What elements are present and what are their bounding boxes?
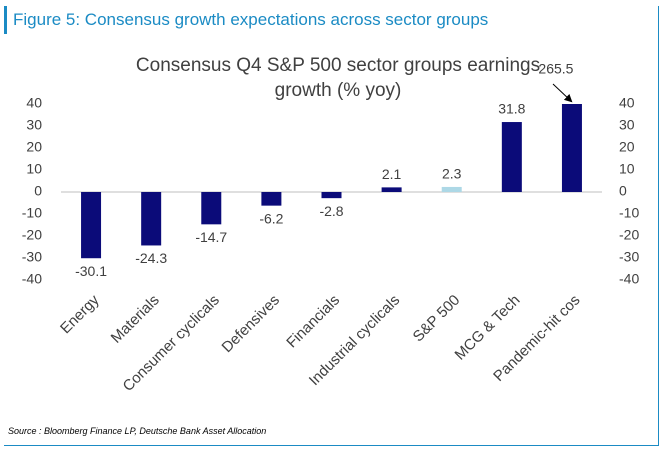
value-label: 265.5 xyxy=(538,61,573,77)
y-tick-label: -30 xyxy=(22,249,42,265)
y-tick-label: -10 xyxy=(22,205,42,221)
bar xyxy=(261,192,282,206)
source-note: Source : Bloomberg Finance LP, Deutsche … xyxy=(8,426,267,436)
value-label: -6.2 xyxy=(259,210,283,226)
y-tick-label: 40 xyxy=(26,95,42,111)
y2-tick-label: -20 xyxy=(619,227,639,243)
figure-label: Figure 5: Consensus growth expectations … xyxy=(4,6,665,34)
x-tick-label: Financials xyxy=(283,292,343,352)
chart-title: Consensus Q4 S&P 500 sector groups earni… xyxy=(136,55,540,76)
bar xyxy=(381,187,402,192)
value-label: 2.1 xyxy=(382,166,402,182)
value-label: -24.3 xyxy=(135,250,167,266)
annotation-arrow xyxy=(552,83,573,103)
y2-tick-label: 20 xyxy=(619,139,635,155)
value-label: -2.8 xyxy=(319,203,343,219)
bar xyxy=(141,192,162,246)
y2-tick-label: -40 xyxy=(619,271,639,287)
bar xyxy=(441,186,462,192)
x-tick-label: S&P 500 xyxy=(410,292,464,346)
y2-tick-label: 10 xyxy=(619,161,635,177)
plot-area xyxy=(81,104,582,259)
y-tick-label: 30 xyxy=(26,117,42,133)
x-tick-label: Defensives xyxy=(219,292,283,356)
x-tick-label: Energy xyxy=(57,291,103,337)
bar xyxy=(561,104,582,192)
y2-tick-label: 40 xyxy=(619,95,635,111)
value-label: 2.3 xyxy=(442,166,462,182)
bar xyxy=(321,192,342,199)
frame xyxy=(4,6,659,446)
value-label: -14.7 xyxy=(195,229,227,245)
bar xyxy=(201,192,222,225)
y-tick-label: 10 xyxy=(26,161,42,177)
y-tick-label: -20 xyxy=(22,227,42,243)
chart-title: growth (% yoy) xyxy=(275,80,402,101)
y2-tick-label: -10 xyxy=(619,205,639,221)
y2-tick-label: -30 xyxy=(619,249,639,265)
bar xyxy=(501,122,522,192)
y-tick-label: 20 xyxy=(26,139,42,155)
bar xyxy=(81,192,102,259)
y2-tick-label: 30 xyxy=(619,117,635,133)
value-label: -30.1 xyxy=(75,263,107,279)
x-tick-label: Materials xyxy=(108,292,163,347)
y2-tick-label: 0 xyxy=(619,183,627,199)
y-tick-label: -40 xyxy=(22,271,42,287)
y-tick-label: 0 xyxy=(34,183,42,199)
value-label: 31.8 xyxy=(498,101,525,117)
